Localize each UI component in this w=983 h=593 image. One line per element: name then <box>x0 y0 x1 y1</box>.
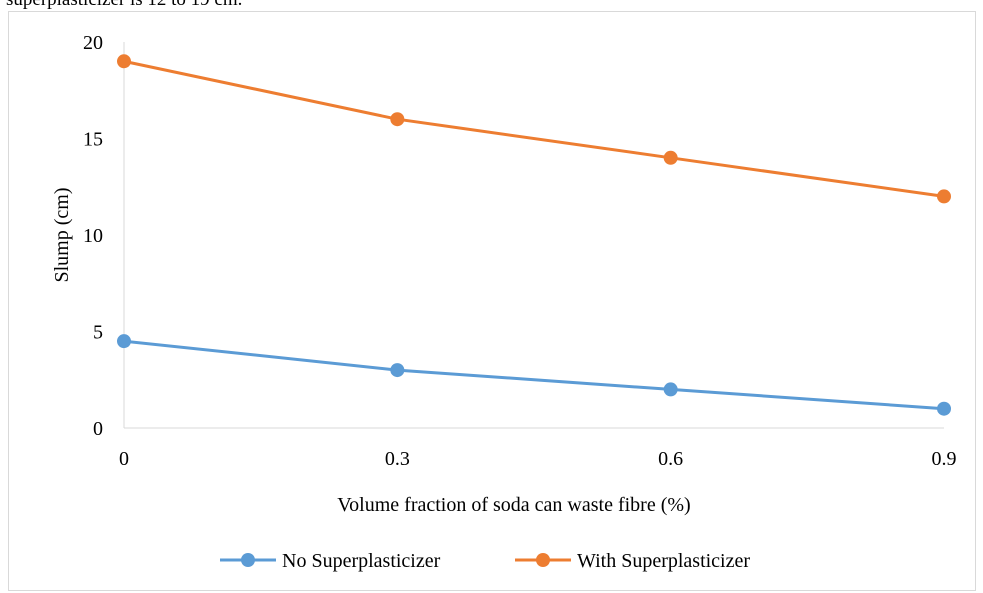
series-1-point <box>937 401 951 416</box>
series-2-point <box>663 150 678 165</box>
x-tick-labels: 0 0.3 0.6 0.9 <box>119 448 957 470</box>
series-1-point <box>117 334 131 349</box>
legend-item-1[interactable]: No Superplasticizer <box>220 550 441 572</box>
x-axis-title: Volume fraction of soda can waste fibre … <box>337 494 690 516</box>
caption-fragment: superplasticizer is 12 to 19 cm. <box>6 0 242 11</box>
legend-label: With Superplasticizer <box>577 550 750 572</box>
series-1-point <box>390 363 405 378</box>
series-lines <box>123 59 945 411</box>
x-tick-label: 0.6 <box>658 448 683 470</box>
y-tick-label: 5 <box>93 322 103 344</box>
x-tick-label: 0.9 <box>932 448 957 470</box>
series-line-1 <box>123 339 945 411</box>
legend[interactable]: No Superplasticizer With Superplasticizer <box>220 550 750 572</box>
legend-item-2[interactable]: With Superplasticizer <box>515 550 750 572</box>
series-points <box>117 54 951 416</box>
y-tick-labels: 0 5 10 15 20 <box>83 32 103 440</box>
x-tick-label: 0 <box>119 448 129 470</box>
series-2-point <box>390 112 405 127</box>
series-1-point <box>663 382 678 397</box>
x-tick-label: 0.3 <box>385 448 410 470</box>
y-tick-label: 20 <box>83 32 103 54</box>
legend-marker-swatch <box>536 553 550 567</box>
y-tick-label: 0 <box>93 418 103 440</box>
legend-label: No Superplasticizer <box>282 550 441 572</box>
y-axis-title: Slump (cm) <box>51 188 73 283</box>
y-tick-label: 15 <box>83 129 103 151</box>
legend-marker-swatch <box>241 553 255 567</box>
axes <box>123 42 944 429</box>
y-tick-label: 10 <box>83 225 103 247</box>
chart-frame <box>8 11 976 591</box>
series-2-point <box>937 189 951 204</box>
series-2-point <box>117 54 131 69</box>
series-line-2 <box>123 59 945 198</box>
